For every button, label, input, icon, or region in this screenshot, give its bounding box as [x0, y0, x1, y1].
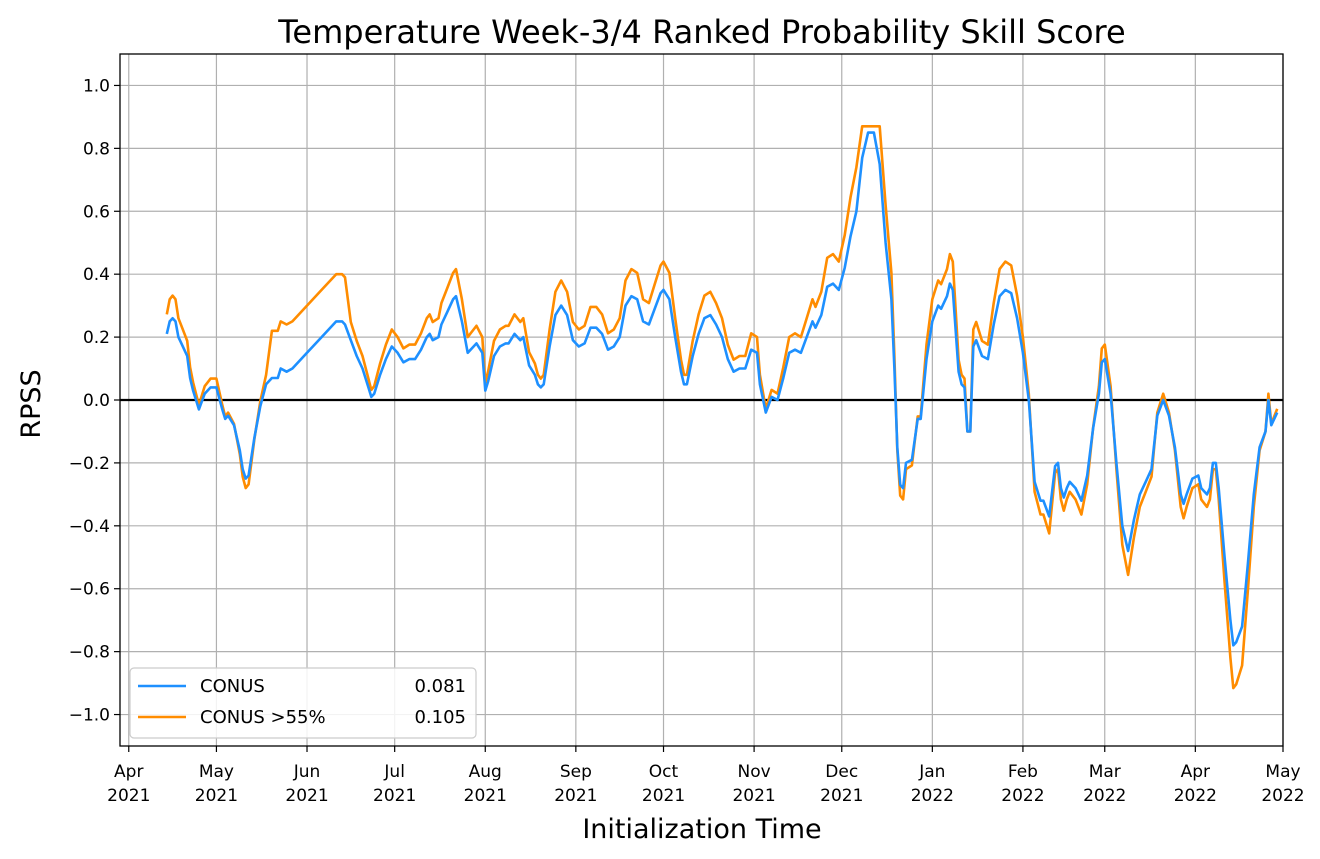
y-tick-label: −0.8	[69, 643, 110, 663]
y-tick-label: 0.2	[83, 328, 110, 348]
x-tick-month: Jan	[918, 762, 945, 782]
x-tick-month: Feb	[1008, 762, 1038, 782]
legend-box	[129, 667, 477, 739]
y-tick-label: 0.4	[83, 265, 110, 285]
y-tick-label: −0.6	[69, 580, 110, 600]
series-lines	[165, 125, 1279, 690]
y-tick-label: 0.0	[83, 391, 110, 411]
x-tick-month: Jul	[383, 762, 405, 782]
x-tick-year: 2021	[732, 786, 775, 806]
y-axis-ticks: 1.0 0.8 0.6 0.4 0.2 0.0 −0.2 −0.4 −0.6 −0.8 −1.0	[69, 76, 120, 726]
y-tick-label: −1.0	[69, 706, 110, 726]
x-tick-month: Jun	[293, 762, 321, 782]
x-tick-year: 2022	[1083, 786, 1126, 806]
x-tick-year: 2021	[820, 786, 863, 806]
y-axis-label: RPSS	[16, 369, 47, 438]
x-axis-label: Initialization Time	[582, 814, 821, 845]
x-tick-month: Aug	[469, 762, 502, 782]
chart-title: Temperature Week-3/4 Ranked Probability …	[277, 13, 1125, 51]
x-tick-month: Apr	[114, 762, 143, 782]
x-tick-month: Sep	[560, 762, 592, 782]
x-tick-year: 2022	[1174, 786, 1217, 806]
x-tick-month: May	[1265, 762, 1300, 782]
x-tick-year: 2021	[285, 786, 328, 806]
legend-score-conus-55: 0.105	[414, 707, 466, 728]
x-tick-year: 2022	[911, 786, 954, 806]
x-tick-year: 2021	[464, 786, 507, 806]
x-tick-month: Dec	[825, 762, 858, 782]
x-tick-month: Apr	[1181, 762, 1210, 782]
x-tick-year: 2022	[1261, 786, 1304, 806]
x-axis-ticks: Apr 2021 May 2021 Jun 2021 Jul 2021 Aug 2021 Sep 20…	[107, 746, 1305, 806]
x-tick-year: 2021	[642, 786, 685, 806]
legend-label-conus-55: CONUS >55%	[200, 707, 326, 728]
y-tick-label: 1.0	[83, 76, 110, 96]
y-tick-label: −0.2	[69, 454, 110, 474]
legend-label-conus: CONUS	[200, 676, 265, 697]
x-tick-year: 2022	[1001, 786, 1044, 806]
x-tick-month: Mar	[1089, 762, 1121, 782]
x-tick-month: May	[199, 762, 234, 782]
x-tick-month: Oct	[649, 762, 679, 782]
legend-score-conus: 0.081	[414, 676, 466, 697]
y-tick-label: 0.8	[83, 139, 110, 159]
x-tick-year: 2021	[107, 786, 150, 806]
x-tick-year: 2021	[554, 786, 597, 806]
legend: CONUS 0.081 CONUS >55% 0.105	[129, 667, 477, 739]
y-tick-label: −0.4	[69, 517, 110, 537]
series-line-conus	[165, 131, 1279, 647]
x-tick-month: Nov	[738, 762, 771, 782]
y-tick-label: 0.6	[83, 202, 110, 222]
x-tick-year: 2021	[195, 786, 238, 806]
x-tick-year: 2021	[373, 786, 416, 806]
